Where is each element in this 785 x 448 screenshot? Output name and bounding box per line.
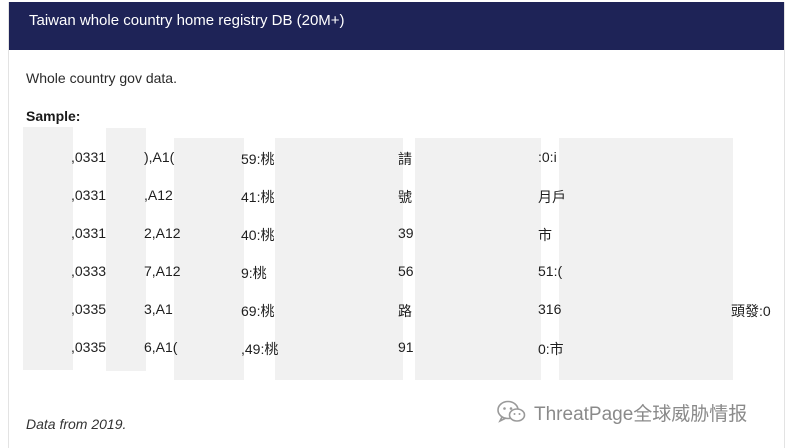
sample-fragment: 56 bbox=[398, 263, 414, 279]
sample-fragment: 69:桃 bbox=[241, 303, 275, 319]
sample-fragment: ,0331 bbox=[71, 225, 107, 241]
sample-label: Sample: bbox=[26, 108, 81, 124]
sample-fragment: 3,A1 bbox=[144, 301, 173, 317]
watermark-text: ThreatPage全球威胁情报 bbox=[534, 403, 748, 425]
listing-description: Whole country gov data. bbox=[26, 70, 177, 86]
sample-fragment: ,0331 bbox=[71, 149, 107, 165]
sample-fragment: ,0331 bbox=[71, 187, 107, 203]
sample-fragment: 頭發:0 bbox=[731, 303, 771, 319]
sample-fragment: 號 bbox=[398, 189, 412, 205]
sample-fragment: 51:( bbox=[538, 263, 563, 279]
sample-fragment: 市 bbox=[538, 227, 552, 243]
sample-fragment: ,0335 bbox=[71, 301, 107, 317]
sample-fragment: 0:市 bbox=[538, 341, 564, 357]
listing-header: Taiwan whole country home registry DB (2… bbox=[9, 2, 784, 50]
sample-fragment: 月戶 bbox=[538, 189, 566, 205]
sample-fragment: ,49:桃 bbox=[241, 341, 279, 357]
sample-fragment: 請 bbox=[398, 151, 412, 167]
wechat-icon bbox=[496, 399, 526, 425]
sample-fragment: 9:桃 bbox=[241, 265, 267, 281]
sample-fragment: 路 bbox=[398, 303, 412, 319]
listing-title: Taiwan whole country home registry DB (2… bbox=[29, 12, 345, 29]
sample-fragment: 39 bbox=[398, 225, 414, 241]
redaction-block bbox=[559, 138, 733, 380]
data-source-note: Data from 2019. bbox=[26, 416, 127, 432]
sample-fragment: ,0333 bbox=[71, 263, 107, 279]
sample-fragment: ),A1( bbox=[144, 149, 175, 165]
sample-fragment: 6,A1( bbox=[144, 339, 178, 355]
redaction-block bbox=[174, 138, 244, 380]
redaction-block bbox=[106, 128, 146, 371]
sample-fragment: ,0335 bbox=[71, 339, 107, 355]
sample-fragment: 316 bbox=[538, 301, 562, 317]
sample-fragment: 59:桃 bbox=[241, 151, 275, 167]
sample-fragment: 41:桃 bbox=[241, 189, 275, 205]
sample-fragment: 2,A12 bbox=[144, 225, 181, 241]
sample-fragment: ,A12 bbox=[144, 187, 173, 203]
sample-fragment: 91 bbox=[398, 339, 414, 355]
redaction-block bbox=[275, 138, 403, 380]
watermark: ThreatPage全球威胁情报 bbox=[496, 398, 747, 426]
redaction-block bbox=[23, 127, 73, 370]
sample-fragment: :0:i bbox=[538, 149, 557, 165]
redaction-block bbox=[415, 138, 541, 380]
sample-fragment: 40:桃 bbox=[241, 227, 275, 243]
listing-card: Taiwan whole country home registry DB (2… bbox=[8, 2, 785, 448]
sample-fragment: 7,A12 bbox=[144, 263, 181, 279]
